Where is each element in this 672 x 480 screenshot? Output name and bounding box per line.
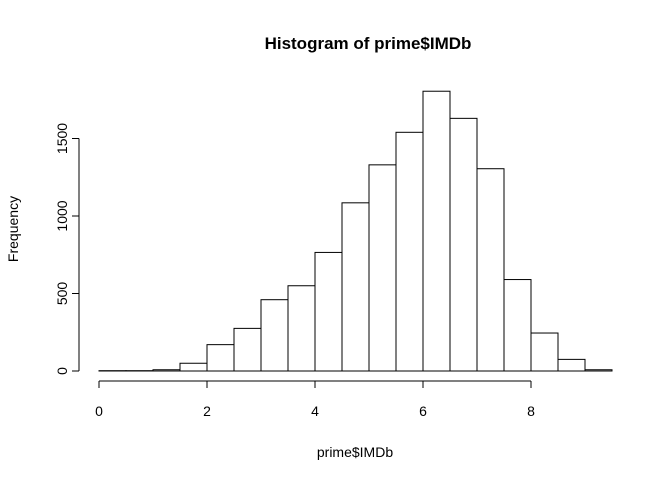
histogram-bar-11 — [395, 131, 424, 372]
histogram-bar-18 — [584, 369, 613, 372]
histogram-bar-16 — [530, 332, 559, 372]
y-tick-label-1: 500 — [54, 282, 70, 306]
histogram-bar-7 — [287, 285, 316, 372]
histogram-bar-3 — [179, 362, 208, 372]
histogram-bar-4 — [206, 344, 235, 372]
histogram-bar-12 — [422, 90, 451, 372]
x-axis-label: prime$IMDb — [317, 444, 393, 460]
x-tick-label-3: 6 — [419, 403, 427, 419]
histogram-bar-8 — [314, 251, 343, 372]
histogram-bar-2 — [152, 369, 181, 372]
y-tick-label-0: 0 — [54, 367, 70, 375]
y-tick-label-3: 1500 — [54, 123, 70, 154]
histogram-bar-13 — [449, 117, 478, 372]
x-axis: 0 2 4 6 8 — [95, 380, 535, 419]
histogram-bar-17 — [557, 358, 586, 372]
histogram-bar-6 — [260, 299, 289, 372]
histogram-bar-10 — [368, 164, 397, 372]
x-tick-label-0: 0 — [95, 403, 103, 419]
y-tick-label-2: 1000 — [54, 200, 70, 231]
x-tick-label-2: 4 — [311, 403, 319, 419]
histogram-bar-9 — [341, 202, 370, 372]
y-axis-label: Frequency — [5, 196, 21, 262]
histogram-bar-14 — [476, 168, 505, 372]
chart-title: Histogram of prime$IMDb — [265, 34, 472, 53]
x-tick-label-4: 8 — [527, 403, 535, 419]
y-axis: 0 500 1000 1500 — [54, 123, 80, 375]
x-tick-label-1: 2 — [203, 403, 211, 419]
histogram-bar-5 — [233, 327, 262, 372]
histogram-bar-15 — [503, 279, 532, 372]
histogram-bars — [98, 90, 613, 372]
